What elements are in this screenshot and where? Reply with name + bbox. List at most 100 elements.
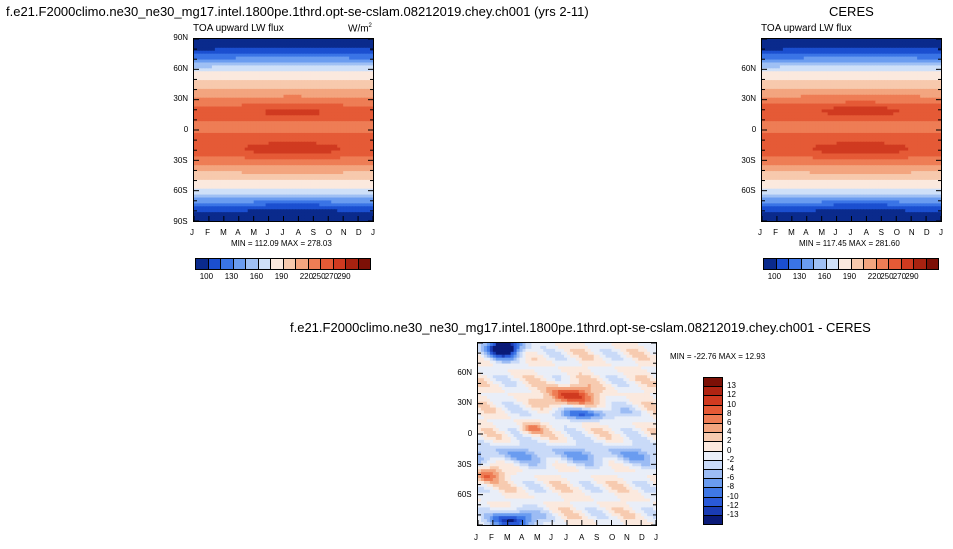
- contour-cell: [827, 39, 832, 43]
- contour-cell: [271, 97, 276, 102]
- contour-cell: [337, 138, 341, 143]
- contour-cell: [259, 156, 264, 160]
- contour-cell: [268, 194, 273, 199]
- contour-cell: [331, 138, 335, 143]
- contour-cell: [289, 56, 294, 61]
- contour-cell: [782, 88, 787, 93]
- contour-cell: [307, 171, 311, 175]
- contour-cell: [274, 197, 279, 202]
- contour-cell: [319, 212, 323, 216]
- contour-cell: [307, 162, 311, 166]
- contour-cell: [860, 50, 865, 55]
- contour-cell: [313, 176, 317, 181]
- contour-cell: [238, 179, 243, 184]
- contour-cell: [262, 62, 267, 67]
- contour-cell: [764, 59, 769, 64]
- contour-cell: [307, 94, 311, 99]
- contour-cell: [289, 191, 294, 196]
- contour-cell: [271, 94, 276, 99]
- contour-cell: [256, 80, 261, 84]
- contour-cell: [364, 59, 368, 64]
- contour-cell: [280, 118, 285, 122]
- contour-cell: [896, 47, 900, 52]
- contour-cell: [277, 97, 282, 102]
- contour-cell: [286, 118, 291, 122]
- contour-cell: [367, 59, 371, 64]
- contour-cell: [223, 115, 228, 119]
- contour-cell: [337, 156, 341, 160]
- contour-cell: [355, 182, 359, 187]
- contour-cell: [259, 74, 264, 78]
- contour-cell: [253, 162, 258, 166]
- contour-cell: [364, 165, 368, 169]
- contour-cell: [307, 59, 311, 64]
- contour-cell: [316, 156, 320, 160]
- contour-cell: [283, 159, 288, 163]
- contour-cell: [803, 41, 808, 46]
- contour-cell: [244, 121, 249, 125]
- contour-cell: [325, 218, 329, 221]
- contour-cell: [271, 103, 276, 108]
- contour-cell: [307, 100, 311, 105]
- contour-cell: [253, 88, 258, 93]
- contour-cell: [220, 144, 225, 149]
- contour-cell: [911, 83, 915, 87]
- contour-cell: [307, 41, 311, 46]
- contour-cell: [355, 159, 359, 163]
- contour-cell: [370, 215, 373, 219]
- contour-cell: [277, 71, 282, 75]
- contour-cell: [337, 106, 341, 111]
- contour-cell: [343, 212, 347, 216]
- contour-cell: [355, 168, 359, 172]
- contour-cell: [340, 153, 344, 158]
- contour-cell: [208, 188, 213, 193]
- contour-cell: [313, 109, 317, 113]
- contour-cell: [322, 50, 326, 55]
- contour-cell: [346, 109, 350, 113]
- contour-cell: [229, 50, 234, 55]
- contour-cell: [265, 109, 270, 113]
- contour-cell: [232, 132, 237, 137]
- contour-cell: [770, 94, 775, 99]
- contour-cell: [232, 124, 237, 128]
- contour-cell: [824, 56, 829, 61]
- contour-cell: [238, 74, 243, 78]
- contour-cell: [340, 191, 344, 196]
- contour-cell: [911, 62, 915, 67]
- contour-cell: [358, 53, 362, 58]
- contour-cell: [367, 162, 371, 166]
- contour-cell: [304, 80, 308, 84]
- contour-cell: [310, 179, 314, 184]
- contour-cell: [938, 71, 941, 75]
- contour-cell: [331, 39, 335, 43]
- contour-cell: [194, 144, 198, 149]
- contour-cell: [806, 39, 811, 43]
- contour-cell: [211, 144, 216, 149]
- contour-cell: [773, 94, 778, 99]
- contour-cell: [202, 115, 207, 119]
- contour-cell: [247, 47, 252, 52]
- contour-cell: [217, 118, 222, 122]
- contour-cell: [310, 83, 314, 87]
- contour-cell: [364, 121, 368, 125]
- contour-cell: [256, 47, 261, 52]
- contour-cell: [367, 80, 371, 84]
- contour-cell: [364, 71, 368, 75]
- contour-cell: [782, 68, 787, 72]
- contour-cell: [241, 165, 246, 169]
- contour-cell: [223, 124, 228, 128]
- contour-cell: [259, 80, 264, 84]
- contour-cell: [214, 156, 219, 160]
- contour-cell: [325, 94, 329, 99]
- contour-cell: [334, 91, 338, 96]
- contour-cell: [812, 39, 817, 43]
- contour-cell: [196, 88, 201, 93]
- contour-cell: [836, 39, 841, 43]
- contour-cell: [346, 59, 350, 64]
- contour-cell: [277, 218, 282, 221]
- contour-cell: [809, 74, 814, 78]
- contour-cell: [199, 118, 204, 122]
- contour-cell: [854, 77, 859, 81]
- contour-cell: [241, 141, 246, 146]
- contour-cell: [935, 44, 939, 49]
